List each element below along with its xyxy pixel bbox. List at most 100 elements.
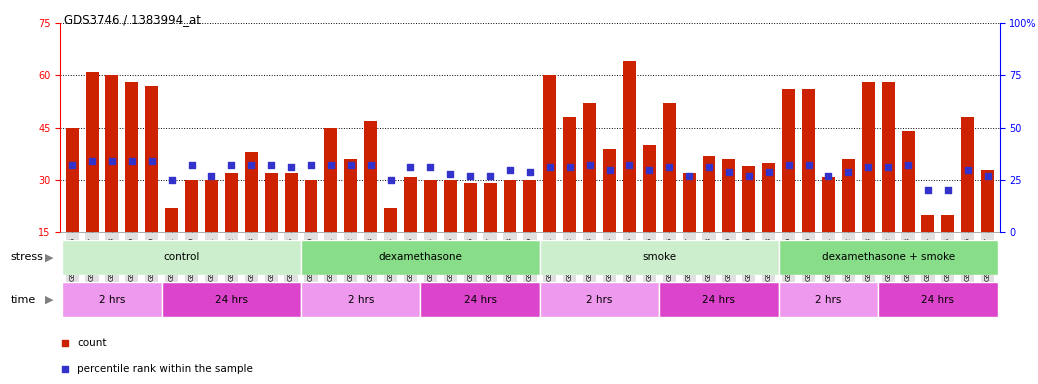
- Text: 2 hrs: 2 hrs: [586, 295, 612, 305]
- Bar: [981, 170, 994, 285]
- Bar: [284, 173, 298, 285]
- Bar: [484, 184, 496, 285]
- Point: [939, 187, 956, 194]
- Text: 24 hrs: 24 hrs: [464, 295, 496, 305]
- Point: [442, 170, 459, 177]
- Point: [661, 164, 678, 170]
- Point: [382, 177, 399, 183]
- Bar: [245, 152, 257, 285]
- Point: [482, 173, 498, 179]
- Bar: [384, 208, 398, 285]
- Bar: [643, 145, 656, 285]
- Text: dexamethasone + smoke: dexamethasone + smoke: [822, 252, 955, 262]
- Bar: [902, 131, 914, 285]
- Bar: [762, 162, 775, 285]
- Point: [681, 173, 698, 179]
- Point: [64, 162, 81, 169]
- Point: [840, 169, 856, 175]
- Point: [143, 158, 160, 164]
- Bar: [778, 240, 998, 275]
- Point: [522, 169, 539, 175]
- Bar: [881, 82, 895, 285]
- Point: [820, 173, 837, 179]
- Point: [223, 162, 240, 169]
- Bar: [106, 75, 118, 285]
- Point: [920, 187, 936, 194]
- Point: [542, 164, 558, 170]
- Bar: [703, 156, 715, 285]
- Point: [720, 169, 737, 175]
- Bar: [225, 173, 238, 285]
- Bar: [444, 180, 457, 285]
- Bar: [62, 282, 162, 317]
- Point: [203, 173, 220, 179]
- Text: 2 hrs: 2 hrs: [815, 295, 842, 305]
- Point: [422, 164, 439, 170]
- Point: [740, 173, 757, 179]
- Bar: [345, 159, 357, 285]
- Bar: [301, 240, 540, 275]
- Text: time: time: [10, 295, 35, 305]
- Point: [263, 162, 279, 169]
- Bar: [540, 240, 778, 275]
- Bar: [185, 180, 198, 285]
- Bar: [878, 282, 998, 317]
- Bar: [662, 103, 676, 285]
- Point: [601, 167, 618, 173]
- Bar: [742, 166, 756, 285]
- Point: [303, 162, 320, 169]
- Point: [701, 164, 717, 170]
- Point: [800, 162, 817, 169]
- Bar: [862, 82, 875, 285]
- Bar: [922, 215, 934, 285]
- Text: stress: stress: [10, 252, 44, 262]
- Text: 2 hrs: 2 hrs: [99, 295, 126, 305]
- Bar: [603, 149, 616, 285]
- Bar: [961, 117, 975, 285]
- Point: [761, 169, 777, 175]
- Text: GDS3746 / 1383994_at: GDS3746 / 1383994_at: [64, 13, 201, 26]
- Bar: [420, 282, 540, 317]
- Bar: [145, 86, 158, 285]
- Bar: [424, 180, 437, 285]
- Bar: [62, 240, 301, 275]
- Bar: [941, 215, 954, 285]
- Bar: [162, 282, 301, 317]
- Point: [641, 167, 658, 173]
- Point: [402, 164, 418, 170]
- Bar: [304, 180, 318, 285]
- Point: [243, 162, 260, 169]
- Text: 24 hrs: 24 hrs: [922, 295, 954, 305]
- Point: [900, 162, 917, 169]
- Point: [501, 167, 518, 173]
- Text: control: control: [163, 252, 199, 262]
- Bar: [65, 127, 79, 285]
- Bar: [540, 282, 659, 317]
- Bar: [822, 177, 835, 285]
- Point: [859, 164, 876, 170]
- Point: [163, 177, 180, 183]
- Text: 24 hrs: 24 hrs: [703, 295, 736, 305]
- Text: smoke: smoke: [643, 252, 677, 262]
- Point: [184, 162, 200, 169]
- Bar: [778, 282, 878, 317]
- Text: ▶: ▶: [45, 252, 53, 262]
- Bar: [523, 180, 537, 285]
- Point: [621, 162, 637, 169]
- Point: [343, 162, 359, 169]
- Bar: [325, 127, 337, 285]
- Text: 24 hrs: 24 hrs: [215, 295, 248, 305]
- Bar: [126, 82, 138, 285]
- Bar: [802, 89, 815, 285]
- Point: [462, 173, 479, 179]
- Point: [562, 164, 578, 170]
- Point: [362, 162, 379, 169]
- Point: [323, 162, 339, 169]
- Point: [565, 252, 581, 258]
- Bar: [85, 72, 99, 285]
- Bar: [543, 75, 556, 285]
- Point: [979, 173, 995, 179]
- Bar: [623, 61, 636, 285]
- Point: [959, 167, 976, 173]
- Bar: [464, 184, 476, 285]
